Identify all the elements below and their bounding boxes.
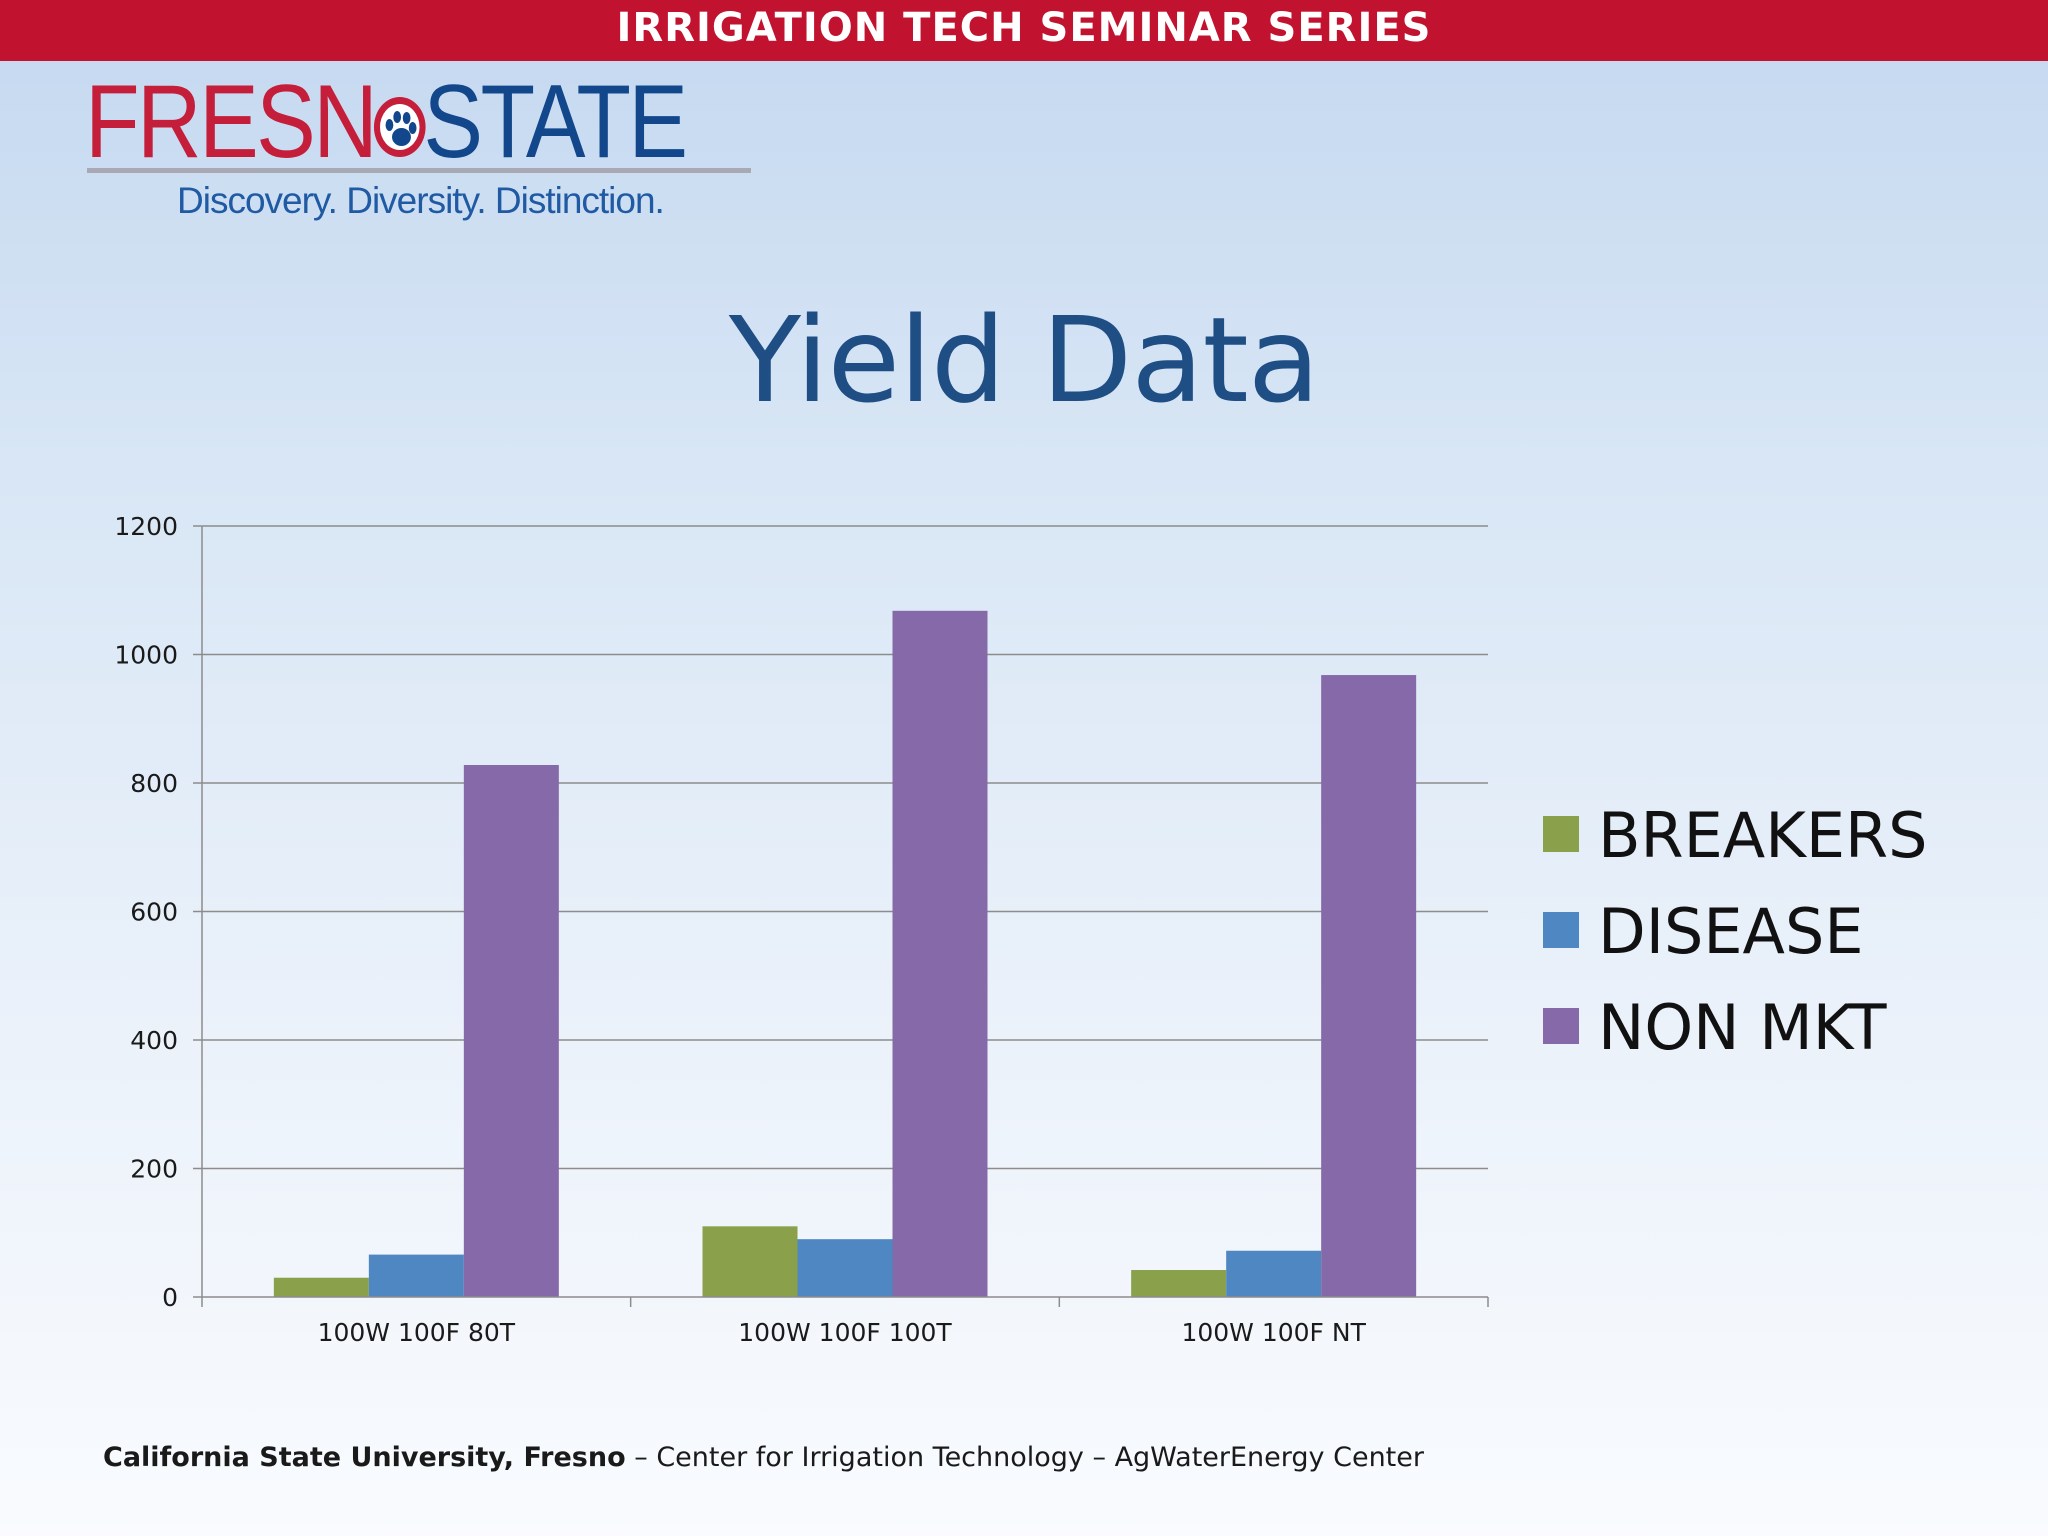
logo-divider [87, 168, 751, 173]
bar-disease [1226, 1250, 1322, 1297]
legend-label: DISEASE [1598, 895, 1864, 968]
y-tick-label: 400 [130, 1026, 178, 1055]
y-tick-label: 1200 [114, 512, 178, 541]
seminar-banner: IRRIGATION TECH SEMINAR SERIES [0, 0, 2048, 61]
bar-non-mkt [892, 610, 988, 1297]
x-category-label: 100W 100F 80T [318, 1318, 516, 1347]
bar-breakers [273, 1277, 369, 1297]
logo-tagline: Discovery. Diversity. Distinction. [177, 180, 665, 221]
slide-title: Yield Data [728, 291, 1320, 429]
paw-print-icon [374, 97, 426, 157]
bar-disease [368, 1254, 464, 1297]
bar-disease [797, 1239, 893, 1297]
y-tick-label: 800 [130, 769, 178, 798]
x-category-label: 100W 100F NT [1181, 1318, 1366, 1347]
legend-label: BREAKERS [1598, 799, 1927, 872]
y-tick-label: 200 [130, 1155, 178, 1184]
logo-wordmark: FRESN STATE [85, 70, 688, 174]
legend-label: NON MKT [1598, 991, 1888, 1064]
yield-bar-chart: 0 200 400 600 800 1000 1200 100W 100F 80T 100W 1… [114, 512, 1927, 1347]
legend-swatch-non-mkt [1543, 1008, 1579, 1044]
y-tick-label: 0 [162, 1283, 178, 1312]
y-tick-label: 1000 [114, 641, 178, 670]
bar-breakers [702, 1226, 798, 1297]
fresno-state-logo: FRESN STATE Discovery. Diversity. Distin… [85, 70, 765, 230]
logo-word-fresn: FRESN [85, 64, 378, 180]
footer-institution: California State University, Fresno [103, 1442, 626, 1473]
legend-swatch-breakers [1543, 816, 1579, 852]
bar-non-mkt [463, 765, 559, 1297]
footer-credit: California State University, Fresno – Ce… [103, 1442, 1424, 1473]
footer-centers: – Center for Irrigation Technology – AgW… [625, 1442, 1424, 1473]
bar-non-mkt [1321, 675, 1417, 1297]
x-category-label: 100W 100F 100T [738, 1318, 952, 1347]
logo-word-state: STATE [423, 64, 688, 180]
legend-swatch-disease [1543, 912, 1579, 948]
bar-breakers [1131, 1270, 1227, 1297]
y-tick-label: 600 [130, 898, 178, 927]
